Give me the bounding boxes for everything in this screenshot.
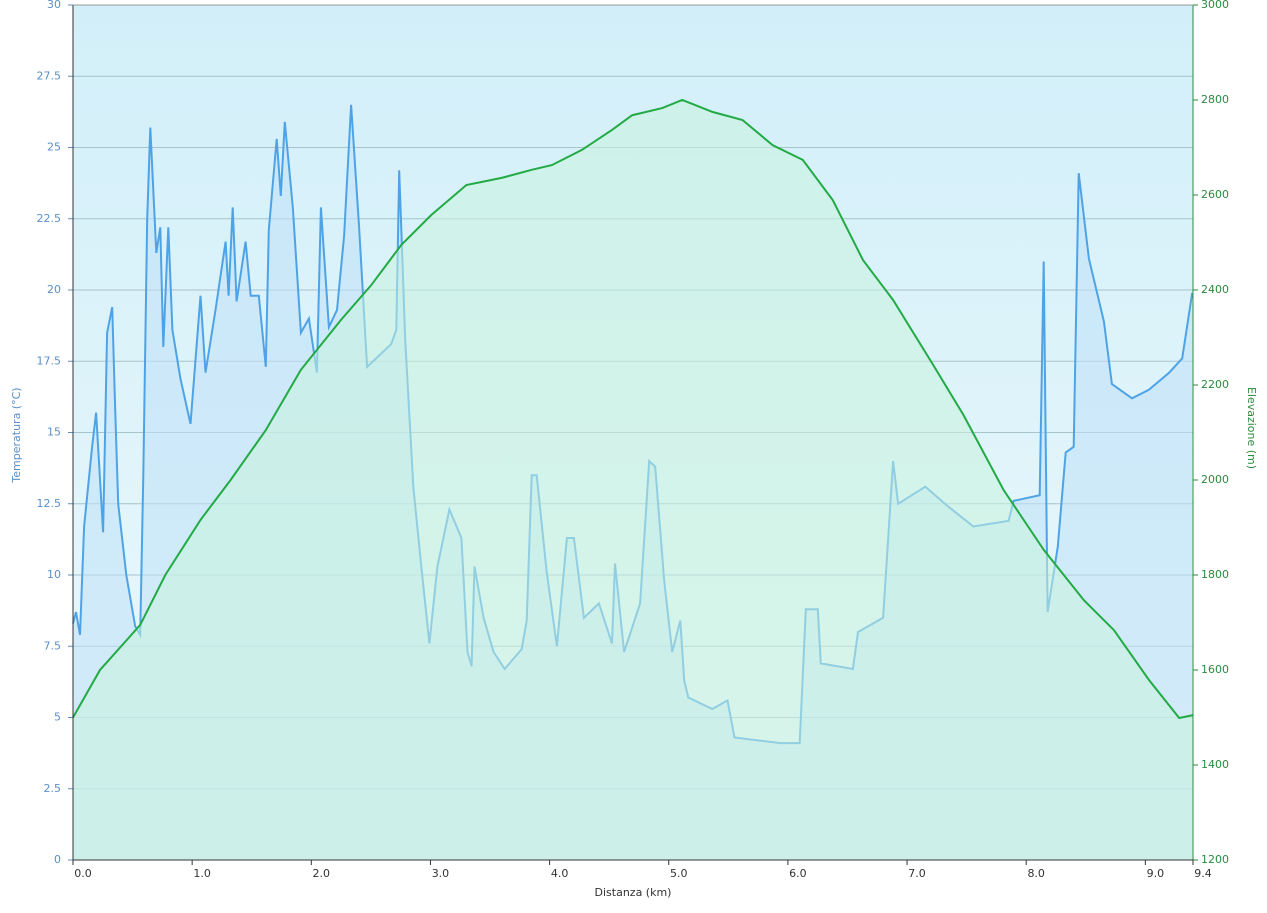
y2-tick-label: 2200 (1201, 378, 1229, 391)
y2-tick-label: 2400 (1201, 283, 1229, 296)
y-tick-label: 20 (47, 283, 61, 296)
y-tick-label: 17.5 (37, 354, 62, 367)
y2-tick-label: 1800 (1201, 568, 1229, 581)
y-tick-label: 15 (47, 426, 61, 439)
x-tick-label: 9.0 (1147, 867, 1165, 880)
y-tick-label: 5 (54, 711, 61, 724)
x-tick-label: 3.0 (432, 867, 450, 880)
y2-tick-label: 2800 (1201, 93, 1229, 106)
area (73, 100, 1193, 860)
y2-tick-label: 1400 (1201, 758, 1229, 771)
y2-tick-label: 2000 (1201, 473, 1229, 486)
y-tick-label: 12.5 (37, 497, 62, 510)
x-tick-label: 1.0 (193, 867, 211, 880)
y-tick-label: 0 (54, 853, 61, 866)
x-tick-label: 6.0 (789, 867, 807, 880)
y2-tick-label: 2600 (1201, 188, 1229, 201)
line (72, 98, 1194, 720)
y2-tick-label: 3000 (1201, 0, 1229, 11)
x-tick-label: 7.0 (908, 867, 926, 880)
y2-tick-label: 1200 (1201, 853, 1229, 866)
y2-tick-label: 1600 (1201, 663, 1229, 676)
y-tick-label: 7.5 (44, 639, 62, 652)
y2-axis-label: Elevazione (m) (1245, 387, 1258, 469)
y-tick-label: 27.5 (37, 69, 62, 82)
x-axis-label: Distanza (km) (595, 886, 672, 899)
y-tick-label: 22.5 (37, 212, 62, 225)
x-tick-label: 4.0 (551, 867, 569, 880)
y-axis-label: Temperatura (°C) (10, 387, 23, 483)
x-tick-label: 8.0 (1027, 867, 1045, 880)
y-tick-label: 2.5 (44, 782, 62, 795)
x-tick-label: 2.0 (313, 867, 331, 880)
x-tick-label: 5.0 (670, 867, 688, 880)
x-tick-label: 9.4 (1194, 867, 1212, 880)
y-tick-label: 25 (47, 141, 61, 154)
y-tick-label: 10 (47, 568, 61, 581)
x-tick-label: 0.0 (74, 867, 92, 880)
y-tick-label: 30 (47, 0, 61, 11)
